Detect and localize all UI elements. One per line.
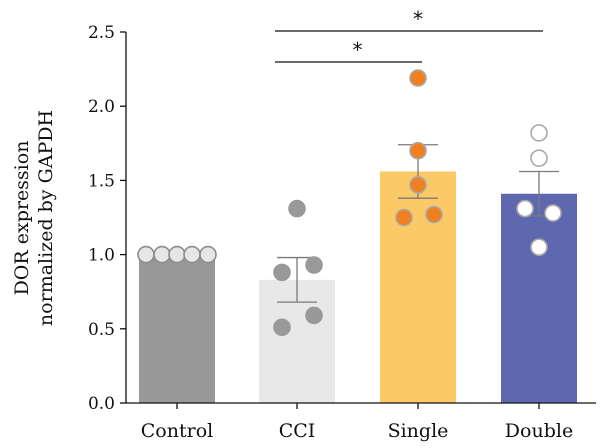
- y-tick-label: 2.0: [88, 97, 115, 117]
- x-tick-label: Control: [141, 420, 213, 442]
- data-point-control: [137, 245, 155, 264]
- bars: [139, 171, 577, 403]
- data-point-cci: [273, 263, 291, 282]
- x-axis: Control CCI Single Double: [126, 402, 596, 442]
- significance-star: *: [413, 7, 423, 31]
- data-point-double: [516, 199, 534, 218]
- y-tick-label: 0.0: [88, 394, 115, 414]
- data-point-single: [425, 205, 443, 224]
- bar-single: [380, 171, 456, 403]
- data-point-double: [544, 204, 562, 222]
- data-point-single: [409, 176, 427, 194]
- bar-double: [501, 193, 577, 403]
- data-point-double: [530, 124, 548, 142]
- y-tick-label: 2.5: [88, 23, 115, 43]
- data-point-double: [530, 149, 548, 167]
- data-point-cci: [288, 199, 306, 218]
- data-point-cci: [305, 256, 323, 274]
- significance-brackets: **: [275, 7, 543, 63]
- data-points: [137, 69, 562, 337]
- y-tick-label: 1.5: [88, 171, 115, 191]
- x-tick-label: Double: [505, 420, 573, 442]
- data-point-control: [183, 245, 201, 264]
- y-axis-label-line: normalized by GAPDH: [35, 110, 57, 326]
- y-axis-label: DOR expression normalized by GAPDH: [11, 110, 57, 326]
- y-tick-label: 1.0: [88, 246, 115, 266]
- y-axis-label-line: DOR expression: [11, 141, 33, 296]
- data-point-control: [199, 245, 217, 264]
- data-point-single: [409, 69, 427, 87]
- data-point-cci: [273, 318, 291, 337]
- x-tick-label: CCI: [279, 420, 316, 442]
- data-point-control: [168, 245, 186, 264]
- significance-star: *: [353, 38, 363, 62]
- data-point-cci: [305, 306, 323, 325]
- x-tick-label: Single: [388, 420, 449, 442]
- data-point-single: [409, 141, 427, 160]
- bar-control: [139, 254, 215, 403]
- y-axis-title: DOR expression normalized by GAPDH: [11, 110, 57, 326]
- y-tick-label: 0.5: [88, 320, 115, 340]
- y-axis: 0.0 0.5 1.0 1.5 2.0 2.5: [88, 23, 127, 414]
- data-point-single: [395, 208, 413, 227]
- data-point-control: [153, 245, 171, 264]
- data-point-double: [530, 238, 548, 256]
